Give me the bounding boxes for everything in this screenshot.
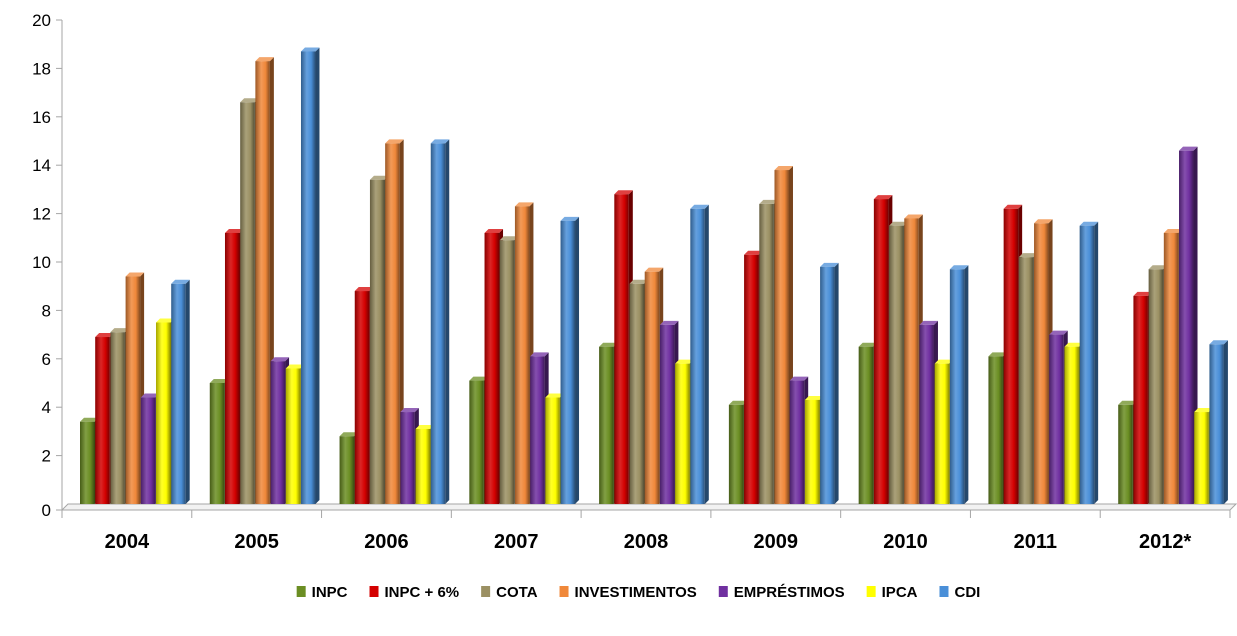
legend-item-empr-stimos: EMPRÉSTIMOS xyxy=(718,584,845,601)
bar-cdi-2007 xyxy=(560,216,580,505)
legend-label: COTA xyxy=(496,584,538,601)
legend-swatch xyxy=(939,586,949,597)
x-category-label: 2006 xyxy=(364,531,409,553)
x-category-label: 2005 xyxy=(234,531,279,553)
y-tick-label: 2 xyxy=(42,447,51,466)
legend-label: INPC + 6% xyxy=(385,584,460,601)
y-tick-label: 16 xyxy=(32,108,51,127)
floor-plane xyxy=(60,503,1237,511)
y-tick-label: 10 xyxy=(32,253,51,272)
legend-swatch xyxy=(559,586,569,597)
legend-item-investimentos: INVESTIMENTOS xyxy=(559,584,697,601)
legend-item-ipca: IPCA xyxy=(866,584,918,601)
x-category-label: 2009 xyxy=(754,531,799,553)
y-axis: 0 2 4 6 8 10 12 14 16 18 20 xyxy=(32,11,63,520)
legend-item-inpc: INPC xyxy=(296,584,348,601)
legend-label: IPCA xyxy=(882,584,918,601)
bar-cdi-2006 xyxy=(430,139,450,505)
bars xyxy=(80,47,1228,505)
legend-swatch xyxy=(481,586,491,597)
bar-cdi-2005 xyxy=(300,47,320,505)
bar-cdi-2008 xyxy=(690,204,709,504)
x-category-label: 2011 xyxy=(1014,531,1057,553)
legend-swatch xyxy=(369,586,379,597)
y-tick-label: 4 xyxy=(42,398,51,417)
y-tick-label: 6 xyxy=(42,350,51,369)
y-tick-label: 0 xyxy=(42,501,51,520)
x-axis-labels: 2004 2005 2006 2007 2008 2009 2010 2011 2012* xyxy=(105,531,1192,553)
x-category-label: 2008 xyxy=(624,531,669,553)
legend-swatch xyxy=(718,586,728,597)
legend-label: CDI xyxy=(954,584,980,601)
y-tick-label: 20 xyxy=(32,11,51,30)
legend-label: EMPRÉSTIMOS xyxy=(734,584,845,601)
legend-label: INPC xyxy=(312,584,348,601)
x-category-label: 2007 xyxy=(494,531,539,553)
y-tick-label: 12 xyxy=(32,205,51,224)
y-tick-label: 8 xyxy=(42,301,51,320)
legend-item-inpc-6-: INPC + 6% xyxy=(369,584,460,601)
bar-cdi-2004 xyxy=(171,279,190,504)
legend: INPC INPC + 6% COTA INVESTIMENTOS EMPRÉSTIMO… xyxy=(296,584,980,601)
legend-label: INVESTIMENTOS xyxy=(575,584,697,601)
legend-item-cdi: CDI xyxy=(939,584,980,601)
x-category-label: 2012* xyxy=(1139,531,1191,553)
bar-cdi-2012 xyxy=(1209,340,1228,504)
legend-swatch xyxy=(296,586,306,597)
legend-swatch xyxy=(866,586,876,597)
x-category-label: 2004 xyxy=(105,531,150,553)
y-tick-label: 18 xyxy=(32,59,51,78)
chart-floor xyxy=(60,503,1237,518)
bar-cdi-2009 xyxy=(820,262,839,504)
x-category-label: 2010 xyxy=(883,531,928,553)
legend-item-cota: COTA xyxy=(481,584,538,601)
bar-cdi-2011 xyxy=(1079,221,1099,504)
bar-cdi-2010 xyxy=(949,265,969,504)
y-tick-label: 14 xyxy=(32,156,51,175)
